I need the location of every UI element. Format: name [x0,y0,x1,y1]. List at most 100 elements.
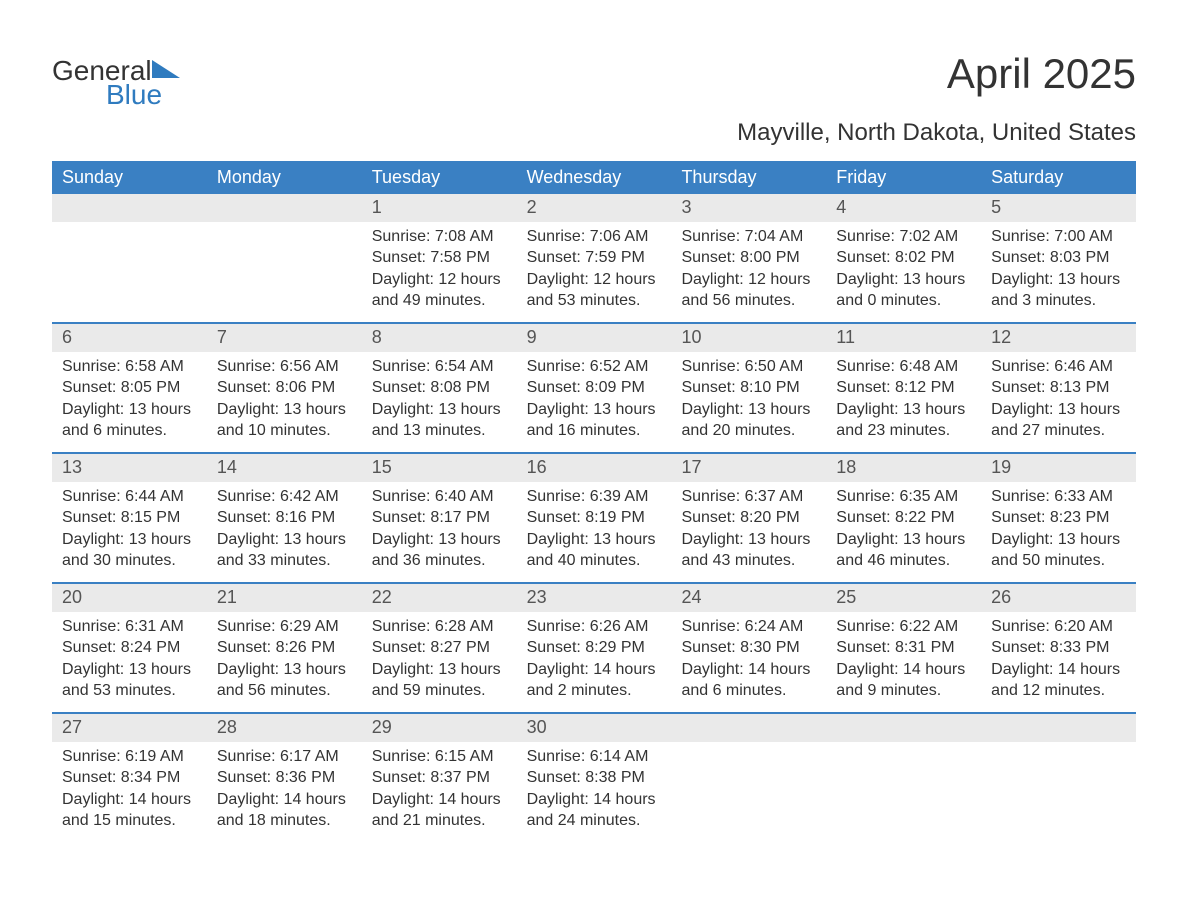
day-number: 26 [981,584,1136,612]
sunrise-line: Sunrise: 6:15 AM [372,746,507,768]
sunset-line: Sunset: 8:02 PM [836,247,971,269]
sunset-line: Sunset: 7:58 PM [372,247,507,269]
sunset-line: Sunset: 8:15 PM [62,507,197,529]
day-body: Sunrise: 6:28 AMSunset: 8:27 PMDaylight:… [362,612,517,702]
sunrise-line: Sunrise: 6:50 AM [681,356,816,378]
day-body: Sunrise: 6:24 AMSunset: 8:30 PMDaylight:… [671,612,826,702]
calendar-day-cell: 3Sunrise: 7:04 AMSunset: 8:00 PMDaylight… [671,194,826,322]
daylight-line: Daylight: 13 hours and 46 minutes. [836,529,971,572]
sunset-line: Sunset: 8:16 PM [217,507,352,529]
daylight-line: Daylight: 12 hours and 53 minutes. [527,269,662,312]
day-number: 23 [517,584,672,612]
day-number [981,714,1136,742]
day-body: Sunrise: 6:46 AMSunset: 8:13 PMDaylight:… [981,352,1136,442]
sunrise-line: Sunrise: 6:24 AM [681,616,816,638]
daylight-line: Daylight: 13 hours and 3 minutes. [991,269,1126,312]
sunset-line: Sunset: 8:19 PM [527,507,662,529]
day-body: Sunrise: 7:02 AMSunset: 8:02 PMDaylight:… [826,222,981,312]
day-number: 16 [517,454,672,482]
sunrise-line: Sunrise: 6:14 AM [527,746,662,768]
sunset-line: Sunset: 8:00 PM [681,247,816,269]
sunrise-line: Sunrise: 6:54 AM [372,356,507,378]
sunrise-line: Sunrise: 6:39 AM [527,486,662,508]
calendar-day-cell: 14Sunrise: 6:42 AMSunset: 8:16 PMDayligh… [207,454,362,582]
calendar-day-cell: 19Sunrise: 6:33 AMSunset: 8:23 PMDayligh… [981,454,1136,582]
daylight-line: Daylight: 13 hours and 30 minutes. [62,529,197,572]
day-body: Sunrise: 7:06 AMSunset: 7:59 PMDaylight:… [517,222,672,312]
weekday-header-cell: Sunday [52,161,207,194]
calendar-day-cell: 26Sunrise: 6:20 AMSunset: 8:33 PMDayligh… [981,584,1136,712]
day-number [671,714,826,742]
day-number: 30 [517,714,672,742]
sunrise-line: Sunrise: 6:29 AM [217,616,352,638]
sunrise-line: Sunrise: 6:28 AM [372,616,507,638]
sunset-line: Sunset: 8:37 PM [372,767,507,789]
day-number: 3 [671,194,826,222]
day-body: Sunrise: 6:58 AMSunset: 8:05 PMDaylight:… [52,352,207,442]
page-subtitle: Mayville, North Dakota, United States [52,119,1136,147]
calendar-day-cell: 25Sunrise: 6:22 AMSunset: 8:31 PMDayligh… [826,584,981,712]
sunset-line: Sunset: 8:29 PM [527,637,662,659]
sunrise-line: Sunrise: 6:58 AM [62,356,197,378]
day-body: Sunrise: 6:22 AMSunset: 8:31 PMDaylight:… [826,612,981,702]
daylight-line: Daylight: 14 hours and 9 minutes. [836,659,971,702]
daylight-line: Daylight: 13 hours and 16 minutes. [527,399,662,442]
weekday-header-cell: Wednesday [517,161,672,194]
daylight-line: Daylight: 13 hours and 13 minutes. [372,399,507,442]
sunset-line: Sunset: 8:30 PM [681,637,816,659]
sunrise-line: Sunrise: 6:56 AM [217,356,352,378]
day-body: Sunrise: 6:37 AMSunset: 8:20 PMDaylight:… [671,482,826,572]
sunset-line: Sunset: 8:38 PM [527,767,662,789]
daylight-line: Daylight: 13 hours and 0 minutes. [836,269,971,312]
daylight-line: Daylight: 13 hours and 10 minutes. [217,399,352,442]
daylight-line: Daylight: 13 hours and 20 minutes. [681,399,816,442]
daylight-line: Daylight: 12 hours and 56 minutes. [681,269,816,312]
day-body: Sunrise: 6:14 AMSunset: 8:38 PMDaylight:… [517,742,672,832]
calendar-weeks: 1Sunrise: 7:08 AMSunset: 7:58 PMDaylight… [52,194,1136,842]
daylight-line: Daylight: 12 hours and 49 minutes. [372,269,507,312]
day-number [207,194,362,222]
sunrise-line: Sunrise: 6:33 AM [991,486,1126,508]
sunrise-line: Sunrise: 6:52 AM [527,356,662,378]
sunset-line: Sunset: 8:33 PM [991,637,1126,659]
day-body: Sunrise: 6:31 AMSunset: 8:24 PMDaylight:… [52,612,207,702]
daylight-line: Daylight: 14 hours and 24 minutes. [527,789,662,832]
day-number: 13 [52,454,207,482]
sunset-line: Sunset: 8:26 PM [217,637,352,659]
sunset-line: Sunset: 8:17 PM [372,507,507,529]
calendar-day-cell: 17Sunrise: 6:37 AMSunset: 8:20 PMDayligh… [671,454,826,582]
day-body: Sunrise: 6:33 AMSunset: 8:23 PMDaylight:… [981,482,1136,572]
day-number: 4 [826,194,981,222]
calendar-day-cell: 10Sunrise: 6:50 AMSunset: 8:10 PMDayligh… [671,324,826,452]
daylight-line: Daylight: 13 hours and 50 minutes. [991,529,1126,572]
day-body: Sunrise: 6:17 AMSunset: 8:36 PMDaylight:… [207,742,362,832]
sunrise-line: Sunrise: 6:22 AM [836,616,971,638]
sunrise-line: Sunrise: 6:37 AM [681,486,816,508]
day-number: 28 [207,714,362,742]
calendar-day-cell: 1Sunrise: 7:08 AMSunset: 7:58 PMDaylight… [362,194,517,322]
day-number [52,194,207,222]
calendar-day-cell: 23Sunrise: 6:26 AMSunset: 8:29 PMDayligh… [517,584,672,712]
day-number: 12 [981,324,1136,352]
day-body: Sunrise: 6:50 AMSunset: 8:10 PMDaylight:… [671,352,826,442]
calendar-day-cell [981,714,1136,842]
brand-word-2: Blue [106,81,180,109]
day-number: 15 [362,454,517,482]
day-number: 5 [981,194,1136,222]
sunrise-line: Sunrise: 6:48 AM [836,356,971,378]
weekday-header-row: SundayMondayTuesdayWednesdayThursdayFrid… [52,161,1136,194]
sunset-line: Sunset: 8:34 PM [62,767,197,789]
sunrise-line: Sunrise: 6:35 AM [836,486,971,508]
calendar-day-cell: 20Sunrise: 6:31 AMSunset: 8:24 PMDayligh… [52,584,207,712]
calendar-day-cell: 24Sunrise: 6:24 AMSunset: 8:30 PMDayligh… [671,584,826,712]
daylight-line: Daylight: 14 hours and 21 minutes. [372,789,507,832]
day-number: 21 [207,584,362,612]
daylight-line: Daylight: 13 hours and 53 minutes. [62,659,197,702]
daylight-line: Daylight: 14 hours and 18 minutes. [217,789,352,832]
day-body: Sunrise: 6:48 AMSunset: 8:12 PMDaylight:… [826,352,981,442]
day-number: 1 [362,194,517,222]
day-number: 29 [362,714,517,742]
daylight-line: Daylight: 13 hours and 33 minutes. [217,529,352,572]
calendar-day-cell: 28Sunrise: 6:17 AMSunset: 8:36 PMDayligh… [207,714,362,842]
sunrise-line: Sunrise: 6:19 AM [62,746,197,768]
